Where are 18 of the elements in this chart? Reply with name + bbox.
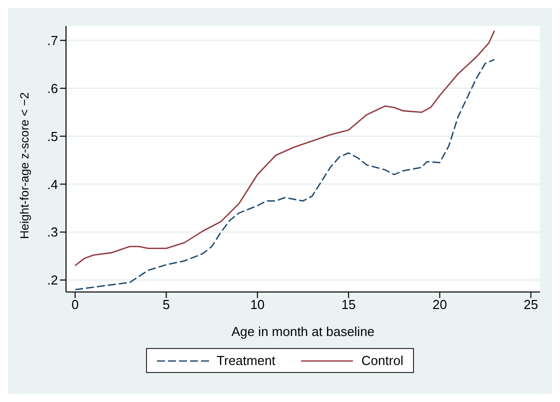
y-axis-title: Height-for-age z-score < −2 xyxy=(17,92,32,239)
legend-label: Control xyxy=(361,353,404,368)
x-tick-label: 20 xyxy=(432,297,447,312)
y-tick-label: .2 xyxy=(47,272,58,288)
x-tick-label: 15 xyxy=(341,297,356,312)
y-tick-label: .4 xyxy=(47,176,58,192)
x-tick-label: 5 xyxy=(162,297,170,312)
y-tick-label: .3 xyxy=(47,224,58,240)
x-tick-label: 10 xyxy=(250,297,265,312)
y-tick-label: .6 xyxy=(47,80,58,96)
line-series xyxy=(74,58,496,290)
y-tick-label: .5 xyxy=(47,128,58,144)
y-tick-label: .7 xyxy=(47,32,58,48)
line-series xyxy=(74,30,496,266)
x-tick-label: 25 xyxy=(524,297,538,312)
legend-label: Treatment xyxy=(216,353,276,368)
x-axis-title: Age in month at baseline xyxy=(231,324,375,339)
x-tick-label: 0 xyxy=(72,297,79,312)
